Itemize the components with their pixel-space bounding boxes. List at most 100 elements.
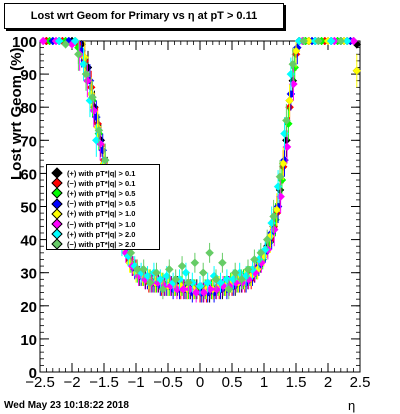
y-axis-label: Lost wrt Geom (%) xyxy=(8,47,25,180)
x-tick-label: 2.5 xyxy=(350,374,371,391)
data-point xyxy=(190,258,200,268)
y-tick-label: 0 xyxy=(29,365,37,382)
data-point xyxy=(243,265,253,274)
data-point xyxy=(191,288,201,297)
data-point xyxy=(177,261,187,271)
legend: (+) with pT*|q| > 0.1 (−) with pT*|q| > 0… xyxy=(46,164,160,251)
legend-entry: (−) with pT*|q| > 0.5 xyxy=(49,197,136,210)
data-point xyxy=(291,46,301,56)
data-point xyxy=(352,66,362,76)
y-tick-label: 40 xyxy=(20,233,37,250)
data-point xyxy=(145,278,155,287)
data-point xyxy=(54,36,64,46)
chart-title-text: Lost wrt Geom for Primary vs η at pT > 0… xyxy=(30,10,258,22)
legend-label: (−) with pT*|q| > 0.1 xyxy=(67,178,136,188)
data-point xyxy=(278,159,288,168)
y-tick-label: 30 xyxy=(20,266,37,283)
data-point xyxy=(275,172,285,182)
axis-ticks: −2.5 −2 −1.5 −1 −0.5 0 0.5 1 1.5 2 2.5 0 10 20 30 40 50 6… xyxy=(12,34,370,391)
legend-label: (−) with pT*|q| > 0.5 xyxy=(67,199,136,209)
data-point xyxy=(212,284,221,294)
data-point xyxy=(38,36,48,46)
data-point xyxy=(139,265,149,274)
data-point xyxy=(89,106,99,115)
data-point xyxy=(326,36,336,46)
data-point xyxy=(184,278,193,287)
legend-entry: (+) with pT*|q| > 2.0 xyxy=(49,228,136,240)
data-point xyxy=(256,248,266,258)
y-tick-label: 50 xyxy=(20,200,37,217)
data-point xyxy=(158,284,168,294)
data-point xyxy=(83,76,92,86)
data-point xyxy=(155,274,165,284)
data-point xyxy=(195,281,205,291)
x-tick-label: 2 xyxy=(324,374,332,391)
legend-label: (−) with pT*|q| > 1.0 xyxy=(67,219,136,229)
data-point xyxy=(224,284,234,294)
y-tick-label: 70 xyxy=(20,133,37,150)
y-tick-label: 90 xyxy=(20,67,37,84)
data-point xyxy=(164,265,174,274)
data-point xyxy=(70,36,80,46)
legend-entry: (−) with pT*|q| > 0.1 xyxy=(49,177,136,189)
y-tick-label: 60 xyxy=(20,166,37,183)
legend-entry: (+) with pT*|q| > 0.5 xyxy=(49,187,136,200)
legend-label: (+) with pT*|q| > 2.0 xyxy=(67,229,136,239)
data-point xyxy=(262,235,272,244)
data-point xyxy=(152,268,161,278)
data-point xyxy=(181,268,191,278)
y-tick-label: 10 xyxy=(20,332,37,349)
legend-label: (−) with pT*|q| > 2.0 xyxy=(67,239,136,249)
data-point xyxy=(199,288,209,297)
chart-title: Lost wrt Geom for Primary vs η at pT > 0… xyxy=(4,3,284,29)
legend-marker xyxy=(51,238,63,251)
data-point xyxy=(179,284,188,294)
data-point xyxy=(282,116,291,125)
x-tick-label: 1.5 xyxy=(286,374,307,391)
x-tick-label: −1.5 xyxy=(89,374,119,391)
legend-entry: (−) with pT*|q| > 1.0 xyxy=(49,218,136,230)
data-point xyxy=(299,36,309,46)
y-tick-label: 80 xyxy=(20,100,37,117)
data-point xyxy=(336,36,346,46)
data-point xyxy=(88,92,97,102)
data-point xyxy=(81,69,91,79)
legend-entry: (+) with pT*|q| > 0.1 xyxy=(49,167,136,179)
x-tick-label: −0.5 xyxy=(153,374,183,391)
x-axis-label: η xyxy=(348,398,356,413)
data-point xyxy=(237,274,246,284)
data-point xyxy=(211,274,221,284)
x-tick-label: −2.5 xyxy=(25,374,55,391)
y-tick-label: 20 xyxy=(20,299,37,316)
data-point xyxy=(198,268,208,278)
data-point xyxy=(282,135,291,145)
data-point xyxy=(74,49,83,59)
data-point xyxy=(285,96,294,105)
data-point xyxy=(61,39,70,49)
data-point xyxy=(126,248,136,258)
legend-entry: (−) with pT*|q| > 2.0 xyxy=(49,238,136,251)
data-point xyxy=(94,126,104,135)
x-tick-label: −2 xyxy=(63,374,80,391)
legend-entry: (+) with pT*|q| > 1.0 xyxy=(49,208,136,220)
data-point xyxy=(205,248,214,258)
legend-label: (+) with pT*|q| > 0.1 xyxy=(67,168,136,178)
data-point xyxy=(230,268,240,278)
data-point xyxy=(171,274,181,284)
legend-label: (+) with pT*|q| > 0.5 xyxy=(67,188,136,198)
y-tick-label: 100 xyxy=(12,34,37,51)
x-tick-label: 0.5 xyxy=(222,374,243,391)
x-tick-label: 1 xyxy=(260,374,268,391)
data-point xyxy=(269,212,278,221)
data-point xyxy=(288,59,298,69)
datestamp: Wed May 23 10:18:22 2018 xyxy=(4,400,129,411)
legend-label: (+) with pT*|q| > 1.0 xyxy=(67,209,136,219)
x-tick-label: −1 xyxy=(127,374,144,391)
data-point xyxy=(314,36,323,46)
data-point xyxy=(250,255,259,264)
data-point xyxy=(272,205,282,215)
data-point xyxy=(349,36,358,46)
data-point xyxy=(218,258,227,268)
data-point xyxy=(342,36,352,46)
